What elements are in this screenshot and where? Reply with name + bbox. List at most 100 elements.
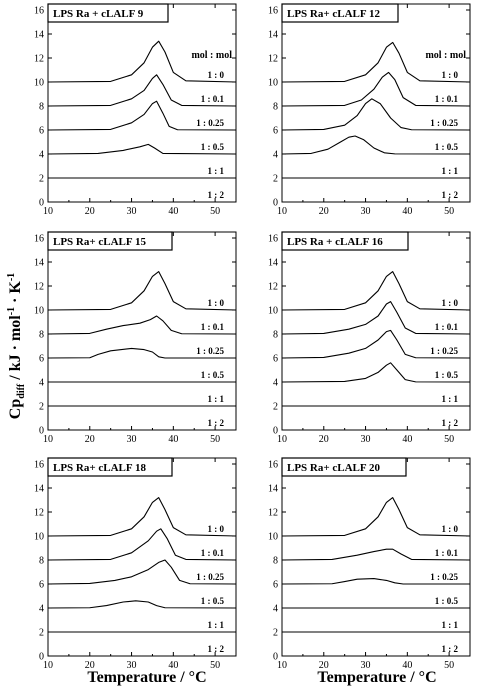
- y-tick-label: 12: [34, 282, 44, 293]
- series-label: 1 : 0.1: [435, 94, 459, 104]
- x-tick-label: 10: [277, 434, 287, 445]
- x-tick-label: 50: [210, 434, 220, 445]
- y-tick-label: 16: [34, 6, 44, 17]
- y-tick-label: 12: [268, 54, 278, 65]
- x-tick-label: 10: [277, 660, 287, 671]
- y-tick-label: 14: [34, 30, 44, 41]
- legend-header: mol : mol: [425, 50, 466, 61]
- y-tick-label: 10: [34, 532, 44, 543]
- y-tick-label: 4: [39, 150, 44, 161]
- series-line-1: [47, 271, 237, 311]
- y-tick-label: 6: [273, 580, 278, 591]
- series-label: 1 : 0: [208, 298, 225, 308]
- y-tick-label: 0: [39, 426, 44, 437]
- series-line-1: [47, 497, 237, 537]
- y-tick-label: 12: [268, 282, 278, 293]
- y-tick-label: 0: [39, 652, 44, 663]
- x-tick-label: 20: [85, 206, 95, 217]
- series-label: 1 : 1: [208, 394, 225, 404]
- series-label: 1 : 2: [442, 418, 459, 428]
- series-line-2: [281, 548, 471, 561]
- y-tick-label: 0: [273, 198, 278, 209]
- y-tick-label: 14: [34, 484, 44, 495]
- panel-4: 0 2 4 6 8 10 12 14 16 10 20 30 40 50 1 : 0 1 : 0.1 1 : 0…: [268, 231, 471, 445]
- y-tick-label: 2: [273, 174, 278, 185]
- series-line-4: [281, 135, 471, 155]
- series-label: 1 : 0.1: [201, 94, 225, 104]
- panel-1: 0 2 4 6 8 10 12 14 16 10 20 30 40 50 1 : 0 1 : 0.1 1 : 0…: [34, 3, 237, 217]
- y-tick-label: 10: [268, 532, 278, 543]
- series-label: 1 : 1: [208, 166, 225, 176]
- series-label: 1 : 2: [442, 190, 459, 200]
- panel-title-box: [281, 231, 409, 251]
- series-line-4: [281, 362, 471, 383]
- y-tick-label: 8: [273, 330, 278, 341]
- y-tick-label: 16: [268, 234, 278, 245]
- x-tick-label: 40: [402, 434, 412, 445]
- x-tick-label: 40: [402, 206, 412, 217]
- series-line-2: [47, 528, 237, 561]
- panel-title: LPS Ra+ cLALF 15: [53, 236, 146, 248]
- series-line-1: [47, 40, 237, 83]
- x-tick-label: 50: [444, 206, 454, 217]
- y-tick-label: 8: [273, 556, 278, 567]
- series-line-4: [47, 143, 237, 155]
- y-tick-label: 14: [34, 258, 44, 269]
- y-tick-label: 2: [39, 174, 44, 185]
- y-tick-label: 8: [39, 102, 44, 113]
- panel-title-box: [281, 3, 399, 23]
- y-tick-label: 6: [273, 354, 278, 365]
- x-tick-label: 40: [168, 434, 178, 445]
- x-tick-label: 20: [85, 660, 95, 671]
- x-tick-label: 10: [43, 660, 53, 671]
- y-tick-label: 8: [39, 330, 44, 341]
- panel-title: LPS Ra+ cLALF 12: [287, 8, 380, 20]
- series-line-3: [47, 100, 237, 131]
- series-label: 1 : 2: [442, 644, 459, 654]
- y-tick-label: 4: [273, 378, 278, 389]
- x-tick-label: 30: [361, 434, 371, 445]
- series-line-1: [281, 497, 471, 537]
- panel-2: 0 2 4 6 8 10 12 14 16 10 20 30 40 50 1 : 0 1 : 0.1 1 : 0…: [268, 3, 471, 217]
- y-tick-label: 0: [273, 426, 278, 437]
- x-tick-label: 20: [319, 206, 329, 217]
- y-tick-label: 16: [34, 460, 44, 471]
- series-label: 1 : 1: [442, 166, 459, 176]
- y-tick-label: 0: [39, 198, 44, 209]
- y-tick-label: 4: [39, 604, 44, 615]
- series-line-4: [47, 600, 237, 609]
- y-tick-label: 14: [268, 484, 278, 495]
- y-tick-label: 10: [268, 78, 278, 89]
- y-tick-label: 10: [34, 78, 44, 89]
- series-label: 1 : 1: [208, 620, 225, 630]
- series-label: 1 : 0.1: [201, 322, 225, 332]
- y-tick-label: 6: [39, 126, 44, 137]
- series-label: 1 : 0.5: [201, 142, 225, 152]
- panel-title: LPS Ra+ cLALF 20: [287, 462, 380, 474]
- x-tick-label: 30: [361, 206, 371, 217]
- series-label: 1 : 0.25: [430, 572, 458, 582]
- y-tick-label: 6: [273, 126, 278, 137]
- series-label: 1 : 0.1: [435, 322, 459, 332]
- series-line-1: [281, 41, 471, 83]
- panel-title-box: [47, 3, 169, 23]
- x-tick-label: 10: [43, 206, 53, 217]
- y-tick-label: 8: [273, 102, 278, 113]
- x-tick-label: 10: [277, 206, 287, 217]
- series-line-3: [47, 347, 236, 359]
- x-tick-label: 10: [43, 434, 53, 445]
- y-tick-label: 16: [268, 6, 278, 17]
- y-tick-label: 8: [39, 556, 44, 567]
- x-tick-label: 50: [444, 434, 454, 445]
- y-tick-label: 4: [273, 150, 278, 161]
- panel-title: LPS Ra+ cLALF 18: [53, 462, 146, 474]
- series-label: 1 : 0: [442, 298, 459, 308]
- panel-3: 0 2 4 6 8 10 12 14 16 10 20 30 40 50 1 : 0 1 : 0.1 1 : 0…: [34, 231, 237, 445]
- panel-5: 0 2 4 6 8 10 12 14 16 10 20 30 40 50 1 : 0 1 : 0.1 1 : 0…: [34, 457, 237, 671]
- x-tick-label: 20: [85, 434, 95, 445]
- x-tick-label: 40: [168, 206, 178, 217]
- series-line-2: [47, 315, 237, 335]
- x-tick-label: 50: [210, 660, 220, 671]
